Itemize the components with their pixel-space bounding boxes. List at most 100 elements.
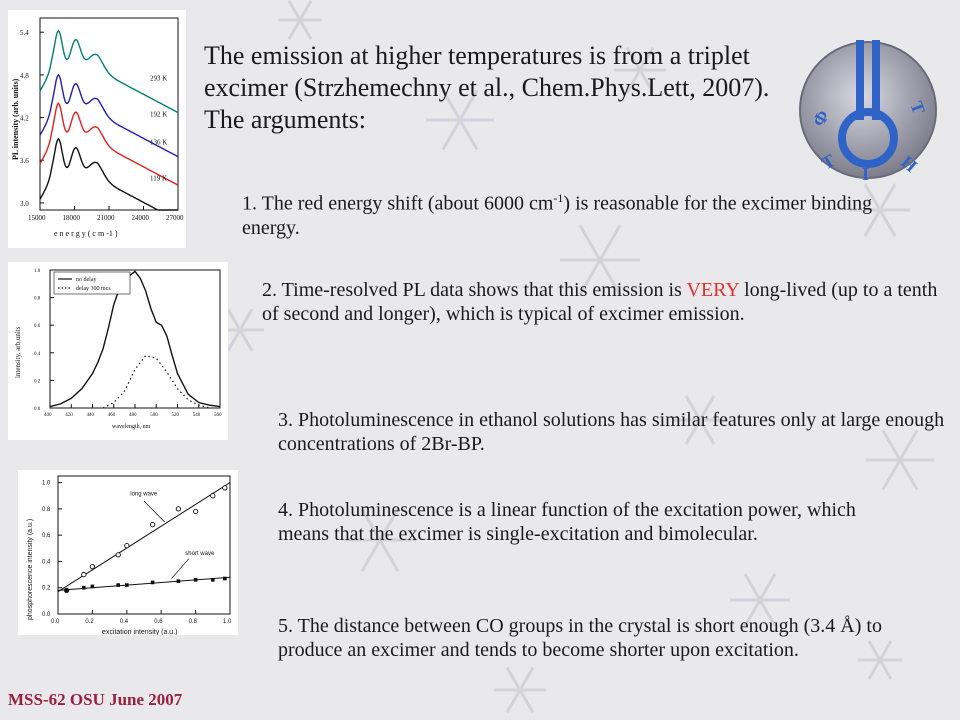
y-tick-label: 3.6 <box>20 157 29 165</box>
fit-line <box>57 576 231 591</box>
snowflake-arm <box>863 183 882 211</box>
snowflake-arm <box>441 89 462 121</box>
snowflake-arm <box>878 209 897 237</box>
snowflake-icon <box>278 0 322 40</box>
logo-flask-neck <box>856 40 864 120</box>
annotation-label: short wave <box>185 551 215 557</box>
snowflake-arm <box>505 689 522 714</box>
y-tick-label: 0.6 <box>42 533 51 539</box>
y-tick-label: 0.2 <box>34 379 41 384</box>
logo-ring-icon <box>838 108 898 168</box>
snowflake-icon <box>858 640 902 680</box>
data-point <box>149 521 156 528</box>
x-axis-label: wavelength, nm <box>112 424 151 430</box>
time-resolved-figure: 0.0 0.2 0.4 0.6 0.8 1.0 400 420 440 460 480 500 520 5… <box>8 262 228 440</box>
snowflake-arm <box>378 508 400 541</box>
snowflake-arm <box>458 119 479 151</box>
x-tick-label: 400 <box>44 413 52 418</box>
point-1-text: 1. The red energy shift (about 6000 cm <box>242 192 554 215</box>
snowflake-arm <box>878 659 893 680</box>
y-tick-label: 0.8 <box>42 507 51 513</box>
snowflake-icon <box>494 666 546 714</box>
point-2-emphasis: VERY <box>686 279 740 301</box>
y-tick-label: 0.8 <box>34 297 41 302</box>
y-axis-label: intensity, arb.units <box>14 326 22 378</box>
series-label: 136 K <box>150 139 167 147</box>
data-point <box>125 583 129 587</box>
point-2-text-end: long-lived (up to a tenth of second and … <box>262 279 938 325</box>
series-line <box>102 354 210 409</box>
snowflake-icon <box>426 89 494 151</box>
series-label: 293 K <box>150 75 167 83</box>
snowflake-arm <box>863 209 882 237</box>
snowflake-arm <box>758 599 777 627</box>
snowflake-icon <box>672 395 728 445</box>
x-tick-label: 420 <box>65 413 73 418</box>
snowflake-arm <box>878 183 897 211</box>
snowflake-arm <box>505 666 522 691</box>
snowflake-arm <box>743 599 762 627</box>
x-tick-label: 0.2 <box>85 619 94 625</box>
data-point <box>176 579 181 583</box>
y-tick-label: 4.8 <box>20 72 29 80</box>
y-axis-label: PL intensity (arb. units) <box>11 78 20 160</box>
snowflake-arm <box>458 89 479 121</box>
snowflake-arm <box>378 539 400 572</box>
snowflake-arm <box>578 224 602 261</box>
point-1-superscript: -1 <box>553 191 564 205</box>
point-1: 1. The red energy shift (about 6000 cm-1… <box>242 186 922 240</box>
data-point <box>116 583 120 587</box>
y-tick-label: 0.0 <box>34 407 41 412</box>
x-tick-label: 500 <box>150 413 158 418</box>
data-point <box>222 485 228 491</box>
data-point <box>115 552 121 558</box>
snowflake-arm <box>441 119 462 151</box>
y-axis-label: phosphorescence intensity (a.u.) <box>27 519 34 620</box>
point-4: 4. Photoluminescence is a linear functio… <box>278 499 856 545</box>
snowflake-arm <box>287 0 302 21</box>
snowflake-arm <box>226 329 242 352</box>
y-tick-label: 0.6 <box>34 324 41 329</box>
y-tick-label: 0.2 <box>42 586 51 592</box>
snowflake-arm <box>360 508 382 541</box>
snowflake-arm <box>898 459 919 491</box>
time-resolved-chart: 0.0 0.2 0.4 0.6 0.8 1.0 400 420 440 460 480 500 520 5… <box>14 269 222 430</box>
y-tick-label: 1.0 <box>34 269 41 274</box>
snowflake-arm <box>625 69 642 94</box>
annotation-label: long wave <box>130 492 158 498</box>
snowflake-arm <box>867 659 882 680</box>
snowflake-arm <box>684 395 702 421</box>
snowflake-icon <box>730 573 790 627</box>
x-tick-label: 480 <box>129 413 137 418</box>
series-line <box>49 270 221 408</box>
snowflake-arm <box>898 429 919 461</box>
plot-frame <box>57 475 231 615</box>
legend-label: no delay <box>76 277 97 283</box>
series-label: 119 K <box>150 174 167 182</box>
snowflake-icon <box>216 308 264 352</box>
snowflake-arm <box>684 419 702 445</box>
y-tick-label: 4.2 <box>20 115 29 123</box>
snowflake-arm <box>287 19 302 40</box>
snowflake-arm <box>578 259 602 296</box>
snowflake-arm <box>598 224 622 261</box>
snowflake-arm <box>878 640 893 661</box>
point-5: 5. The distance between CO groups in the… <box>278 615 882 661</box>
y-tick-label: 0.4 <box>42 559 51 565</box>
snowflake-arm <box>238 329 254 352</box>
snowflake-arm <box>638 69 655 94</box>
pl-spectra-figure: 3.0 3.6 4.2 4.8 5.4 15000 18000 21000 24000 27000… <box>8 10 186 248</box>
snowflake-arm <box>298 19 313 40</box>
y-tick-label: 1.0 <box>42 481 51 487</box>
x-tick-label: 18000 <box>63 214 81 222</box>
excitation-chart: 0.0 0.2 0.4 0.6 0.8 1.0 0.0 0.2 0.4 0.6 0.8 1.0 exci… <box>27 475 232 636</box>
point-1-text-end: ) is reasonable for the excimer binding … <box>242 192 873 239</box>
snowflake-arm <box>698 395 716 421</box>
snowflake-arm <box>298 0 313 21</box>
snowflake-arm <box>238 308 254 331</box>
data-point <box>211 578 215 582</box>
x-tick-label: 0.4 <box>120 619 129 625</box>
snowflake-arm <box>518 689 535 714</box>
data-point <box>90 584 95 589</box>
snowflake-arm <box>881 429 902 461</box>
